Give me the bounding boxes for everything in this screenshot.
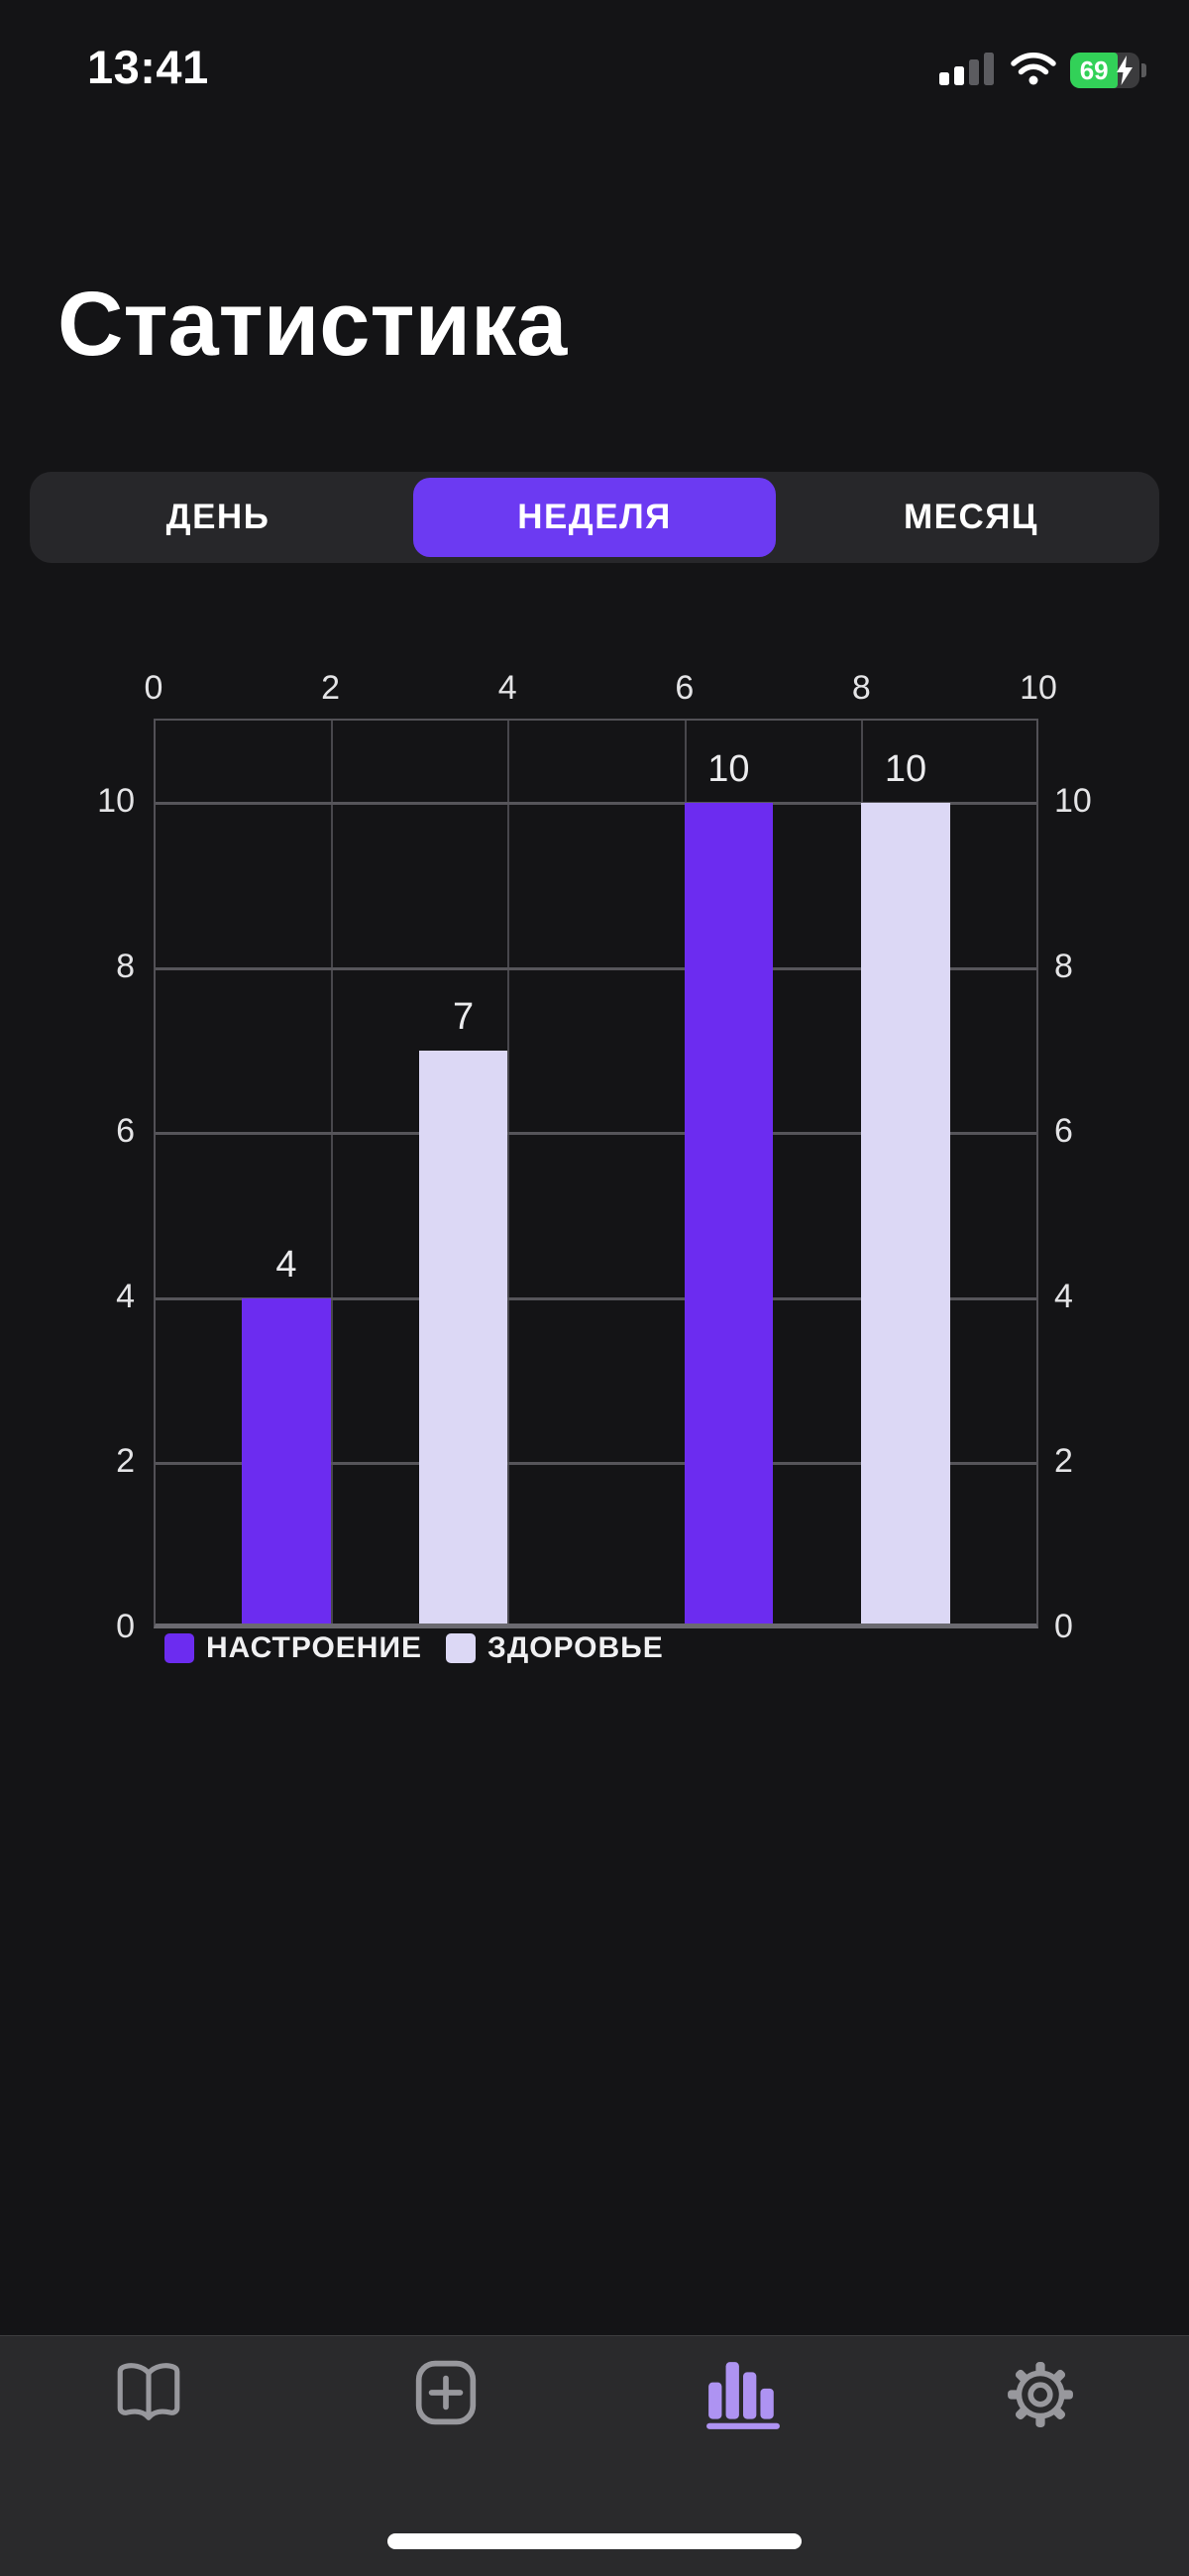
bar-value-label: 7 xyxy=(452,995,475,1038)
horizontal-gridline xyxy=(156,1462,1036,1466)
chart-bar xyxy=(242,1297,331,1624)
y-axis-tick-label-right: 10 xyxy=(1054,782,1092,820)
segment-day[interactable]: ДЕНЬ xyxy=(30,472,406,563)
x-axis-tick-label: 8 xyxy=(851,669,871,707)
bar-value-label: 4 xyxy=(275,1243,297,1286)
wifi-icon xyxy=(1010,51,1057,91)
legend-label-mood: НАСТРОЕНИЕ xyxy=(206,1631,423,1664)
y-axis-tick-label-left: 8 xyxy=(116,947,135,985)
segment-week[interactable]: НЕДЕЛЯ xyxy=(406,472,783,563)
horizontal-gridline xyxy=(156,1132,1036,1136)
chart-bar xyxy=(684,803,774,1624)
bar-value-label: 10 xyxy=(707,748,750,790)
y-axis-tick-label-right: 2 xyxy=(1054,1442,1073,1481)
horizontal-gridline xyxy=(156,802,1036,805)
status-time: 13:41 xyxy=(87,41,209,93)
battery-indicator: 69 xyxy=(1070,53,1146,90)
tab-journal[interactable] xyxy=(0,2336,297,2576)
battery-cap xyxy=(1141,63,1146,77)
y-axis-tick-label-left: 4 xyxy=(116,1277,135,1315)
home-indicator[interactable] xyxy=(387,2533,802,2549)
mood-color-swatch xyxy=(164,1633,194,1663)
cellular-signal-icon xyxy=(939,52,997,90)
legend-item-mood: НАСТРОЕНИЕ xyxy=(164,1631,422,1665)
status-icons: 69 xyxy=(939,50,1146,91)
vertical-gridline xyxy=(330,721,333,1624)
tab-settings[interactable] xyxy=(892,2336,1189,2576)
x-axis-tick-label: 6 xyxy=(675,669,695,707)
battery-percent: 69 xyxy=(1079,56,1109,85)
bar-value-label: 10 xyxy=(884,748,927,790)
charging-bolt-icon xyxy=(1115,56,1135,90)
chart-bar xyxy=(861,803,950,1624)
book-icon xyxy=(112,2360,185,2428)
x-axis-tick-label: 10 xyxy=(1020,669,1057,707)
statistics-bar-chart: 4 7 10 10 0 2 4 6 8 10 0 0 2 2 4 4 6 6 8 8 10 10 xyxy=(97,669,1092,1645)
y-axis-tick-label-right: 8 xyxy=(1054,947,1073,985)
health-color-swatch xyxy=(446,1633,477,1663)
x-axis-tick-label: 0 xyxy=(144,669,163,707)
period-segmented-control: ДЕНЬ НЕДЕЛЯ МЕСЯЦ xyxy=(30,472,1159,563)
gear-icon xyxy=(1006,2360,1075,2432)
battery-fill xyxy=(1070,53,1119,88)
y-axis-tick-label-left: 2 xyxy=(116,1442,135,1481)
chart-bar xyxy=(418,1050,508,1624)
x-axis-tick-label: 4 xyxy=(497,669,517,707)
segment-month[interactable]: МЕСЯЦ xyxy=(783,472,1159,563)
horizontal-gridline xyxy=(156,966,1036,970)
y-axis-tick-label-left: 6 xyxy=(116,1112,135,1151)
tab-statistics[interactable] xyxy=(594,2336,892,2576)
y-axis-tick-label-right: 0 xyxy=(1054,1608,1073,1645)
bar-chart-icon xyxy=(704,2360,782,2434)
chart-legend: НАСТРОЕНИЕ ЗДОРОВЬЕ xyxy=(164,1631,664,1665)
y-axis-tick-label-right: 4 xyxy=(1054,1277,1073,1315)
y-axis-tick-label-left: 0 xyxy=(116,1608,135,1645)
vertical-gridline xyxy=(507,721,510,1624)
legend-label-health: ЗДОРОВЬЕ xyxy=(487,1631,664,1664)
plus-square-icon xyxy=(415,2360,477,2428)
selected-segment-pill xyxy=(413,478,776,557)
chart-plot-area: 4 7 10 10 xyxy=(154,719,1038,1628)
tab-add-entry[interactable] xyxy=(297,2336,594,2576)
y-axis-tick-label-right: 6 xyxy=(1054,1112,1073,1151)
page-title: Статистика xyxy=(57,274,568,375)
horizontal-gridline xyxy=(156,1296,1036,1300)
x-axis-tick-label: 2 xyxy=(321,669,341,707)
legend-item-health: ЗДОРОВЬЕ xyxy=(446,1631,664,1665)
y-axis-tick-label-left: 10 xyxy=(97,782,135,820)
